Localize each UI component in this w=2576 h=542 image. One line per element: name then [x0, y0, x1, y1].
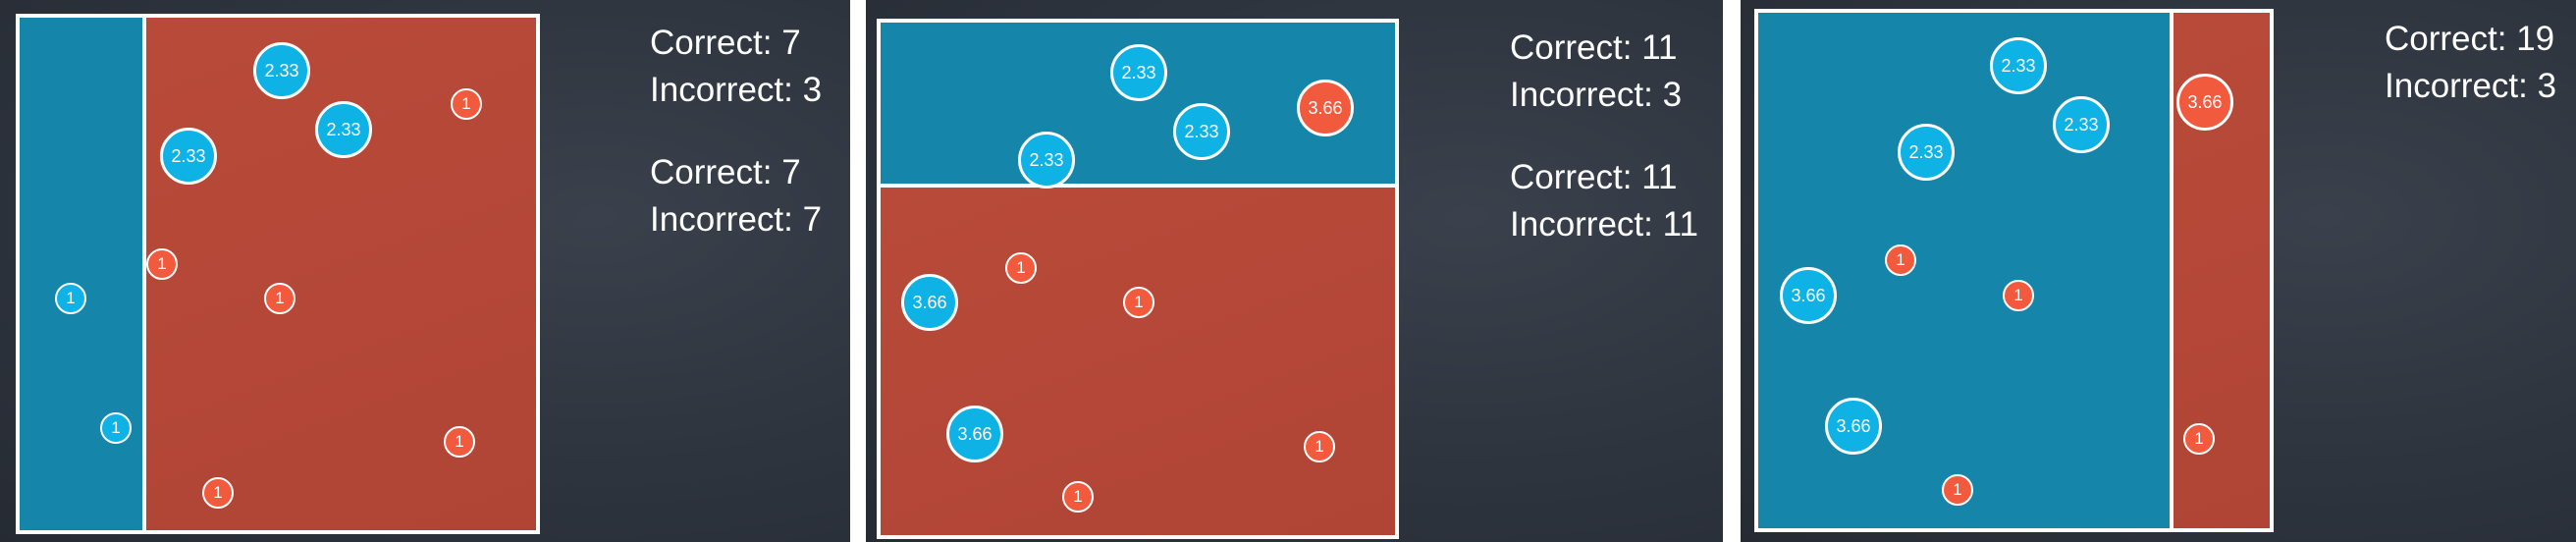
stats-block: Correct: 19 Incorrect: 3: [2385, 16, 2556, 110]
correct-count: Correct: 11: [1510, 28, 1678, 67]
red-point: 1: [264, 283, 295, 314]
blue-point: 2.33: [1110, 44, 1167, 101]
blue-region: [1758, 13, 2172, 528]
red-point: 3.66: [1297, 80, 1354, 136]
incorrect-count: Incorrect: 3: [2385, 67, 2557, 105]
blue-point: 2.33: [160, 128, 217, 185]
red-point: 1: [2003, 280, 2034, 311]
stats-block: Correct: 11 Incorrect: 11: [1510, 154, 1698, 248]
decision-boundary: [881, 184, 1395, 188]
blue-point: 3.66: [946, 406, 1003, 462]
blue-point: 2.33: [315, 101, 372, 158]
stats-block: Correct: 11 Incorrect: 3: [1510, 25, 1682, 119]
stats-block: Correct: 7 Incorrect: 3: [650, 20, 822, 114]
red-point: 1: [2183, 423, 2215, 455]
red-point: 1: [1885, 244, 1916, 276]
panel-horizontal-split: 2.33 2.33 2.33 3.66 3.66 3.66 1 1 1 1 Co…: [866, 0, 1723, 542]
correct-count: Correct: 7: [650, 153, 801, 191]
panel-vertical-split-right: 2.33 2.33 2.33 3.66 3.66 3.66 1 1 1 1 Co…: [1741, 0, 2576, 542]
blue-point: 3.66: [1780, 267, 1837, 324]
blue-point: 2.33: [1898, 124, 1955, 181]
incorrect-count: Incorrect: 11: [1510, 205, 1698, 244]
red-region: [881, 186, 1395, 535]
classification-board: 2.33 2.33 2.33 3.66 3.66 3.66 1 1 1 1: [877, 19, 1399, 539]
red-point: 1: [1062, 481, 1094, 513]
red-point: 1: [451, 88, 482, 120]
correct-count: Correct: 7: [650, 24, 801, 62]
red-point: 1: [202, 477, 234, 509]
blue-region: [20, 18, 144, 530]
blue-point: 3.66: [901, 274, 958, 331]
incorrect-count: Incorrect: 3: [650, 71, 823, 109]
red-point: 3.66: [2176, 74, 2233, 131]
incorrect-count: Incorrect: 3: [1510, 76, 1683, 114]
blue-point: 2.33: [1018, 132, 1075, 189]
red-point: 1: [146, 248, 178, 280]
red-point: 1: [1005, 252, 1037, 284]
stats-block: Correct: 7 Incorrect: 7: [650, 149, 822, 244]
blue-point: 2.33: [1173, 103, 1230, 160]
classification-board: 2.33 2.33 2.33 1 1 1 1 1 1 1: [16, 14, 540, 534]
blue-point: 2.33: [253, 42, 310, 99]
decision-boundary: [142, 18, 146, 530]
blue-point: 2.33: [2053, 96, 2110, 153]
blue-point: 1: [55, 283, 86, 314]
red-point: 1: [1304, 431, 1335, 462]
correct-count: Correct: 19: [2385, 20, 2555, 58]
red-point: 1: [1942, 474, 1973, 506]
decision-boundary: [2170, 13, 2174, 528]
red-point: 1: [1123, 287, 1154, 318]
incorrect-count: Incorrect: 7: [650, 200, 823, 239]
red-point: 1: [444, 426, 475, 458]
classification-board: 2.33 2.33 2.33 3.66 3.66 3.66 1 1 1 1: [1754, 9, 2274, 532]
blue-point: 2.33: [1990, 37, 2047, 94]
blue-point: 1: [100, 412, 132, 444]
blue-point: 3.66: [1825, 398, 1882, 455]
panel-vertical-split-left: 2.33 2.33 2.33 1 1 1 1 1 1 1 Correct: 7 …: [0, 0, 850, 542]
correct-count: Correct: 11: [1510, 158, 1678, 196]
